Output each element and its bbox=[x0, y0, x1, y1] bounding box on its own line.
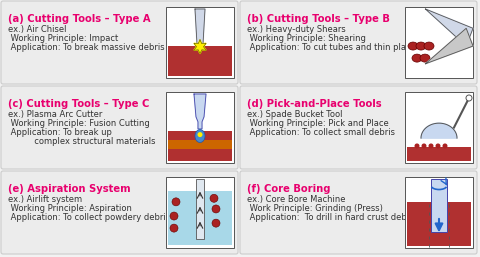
Text: ex.) Plasma Arc Cutter: ex.) Plasma Arc Cutter bbox=[8, 110, 102, 119]
Polygon shape bbox=[425, 9, 473, 46]
Circle shape bbox=[421, 143, 427, 149]
FancyBboxPatch shape bbox=[240, 1, 477, 84]
Text: ex.) Airlift system: ex.) Airlift system bbox=[8, 195, 82, 204]
Text: ex.) Heavy-duty Shears: ex.) Heavy-duty Shears bbox=[247, 25, 346, 34]
Text: (b) Cutting Tools – Type B: (b) Cutting Tools – Type B bbox=[247, 14, 390, 24]
FancyBboxPatch shape bbox=[240, 86, 477, 169]
Text: Working Principle: Fusion Cutting: Working Principle: Fusion Cutting bbox=[8, 119, 150, 128]
FancyBboxPatch shape bbox=[1, 1, 238, 84]
Circle shape bbox=[435, 143, 441, 149]
Text: (f) Core Boring: (f) Core Boring bbox=[247, 184, 331, 194]
Bar bbox=[168, 140, 232, 149]
Bar bbox=[166, 7, 234, 78]
Bar bbox=[405, 177, 473, 248]
Text: Application: To collect small debris: Application: To collect small debris bbox=[247, 128, 395, 137]
Text: Working Principle: Impact: Working Principle: Impact bbox=[8, 34, 118, 43]
FancyBboxPatch shape bbox=[1, 86, 238, 169]
Bar bbox=[166, 177, 234, 248]
Ellipse shape bbox=[416, 42, 426, 50]
Text: ex.) Air Chisel: ex.) Air Chisel bbox=[8, 25, 67, 34]
Ellipse shape bbox=[412, 54, 422, 62]
Bar bbox=[168, 46, 232, 76]
Text: Application: To collect powdery debris: Application: To collect powdery debris bbox=[8, 213, 170, 222]
Circle shape bbox=[415, 143, 420, 149]
Bar bbox=[168, 191, 232, 245]
Circle shape bbox=[170, 212, 178, 220]
Bar bbox=[405, 7, 473, 78]
Polygon shape bbox=[197, 44, 203, 50]
Text: (e) Aspiration System: (e) Aspiration System bbox=[8, 184, 131, 194]
Ellipse shape bbox=[424, 42, 434, 50]
Text: Application: To cut tubes and thin plates: Application: To cut tubes and thin plate… bbox=[247, 43, 419, 52]
Text: Working Principle: Aspiration: Working Principle: Aspiration bbox=[8, 204, 132, 213]
Bar bbox=[407, 147, 471, 161]
Circle shape bbox=[170, 224, 178, 232]
Circle shape bbox=[212, 205, 220, 213]
Circle shape bbox=[466, 95, 472, 101]
Circle shape bbox=[172, 198, 180, 206]
Bar bbox=[168, 131, 232, 140]
Ellipse shape bbox=[408, 42, 418, 50]
Ellipse shape bbox=[197, 132, 203, 137]
Circle shape bbox=[443, 143, 447, 149]
Bar bbox=[407, 202, 471, 246]
Ellipse shape bbox=[420, 54, 430, 62]
Circle shape bbox=[429, 143, 433, 149]
Bar bbox=[166, 92, 234, 163]
FancyBboxPatch shape bbox=[1, 171, 238, 254]
Text: ex.) Spade Bucket Tool: ex.) Spade Bucket Tool bbox=[247, 110, 343, 119]
Text: (c) Cutting Tools – Type C: (c) Cutting Tools – Type C bbox=[8, 99, 149, 109]
Polygon shape bbox=[425, 28, 473, 64]
Text: complex structural materials: complex structural materials bbox=[8, 137, 156, 146]
Bar bbox=[196, 179, 204, 239]
Text: ex.) Core Bore Machine: ex.) Core Bore Machine bbox=[247, 195, 346, 204]
Bar bbox=[431, 179, 447, 232]
Text: Work Principle: Grinding (Press): Work Principle: Grinding (Press) bbox=[247, 204, 383, 213]
Text: Application: To break up: Application: To break up bbox=[8, 128, 112, 137]
Text: Application:  To drill in hard crust debris: Application: To drill in hard crust debr… bbox=[247, 213, 417, 222]
Circle shape bbox=[210, 194, 218, 202]
Text: Working Principle: Pick and Place: Working Principle: Pick and Place bbox=[247, 119, 389, 128]
Text: Application: To break massive debris: Application: To break massive debris bbox=[8, 43, 165, 52]
FancyBboxPatch shape bbox=[240, 171, 477, 254]
Text: (a) Cutting Tools – Type A: (a) Cutting Tools – Type A bbox=[8, 14, 151, 24]
Text: (d) Pick-and-Place Tools: (d) Pick-and-Place Tools bbox=[247, 99, 382, 109]
Ellipse shape bbox=[195, 130, 205, 143]
Circle shape bbox=[212, 219, 220, 227]
Polygon shape bbox=[194, 94, 206, 129]
Text: Working Principle: Shearing: Working Principle: Shearing bbox=[247, 34, 366, 43]
Polygon shape bbox=[194, 40, 206, 54]
Polygon shape bbox=[195, 9, 205, 44]
Bar bbox=[405, 92, 473, 163]
Polygon shape bbox=[421, 123, 457, 138]
Bar bbox=[168, 149, 232, 161]
